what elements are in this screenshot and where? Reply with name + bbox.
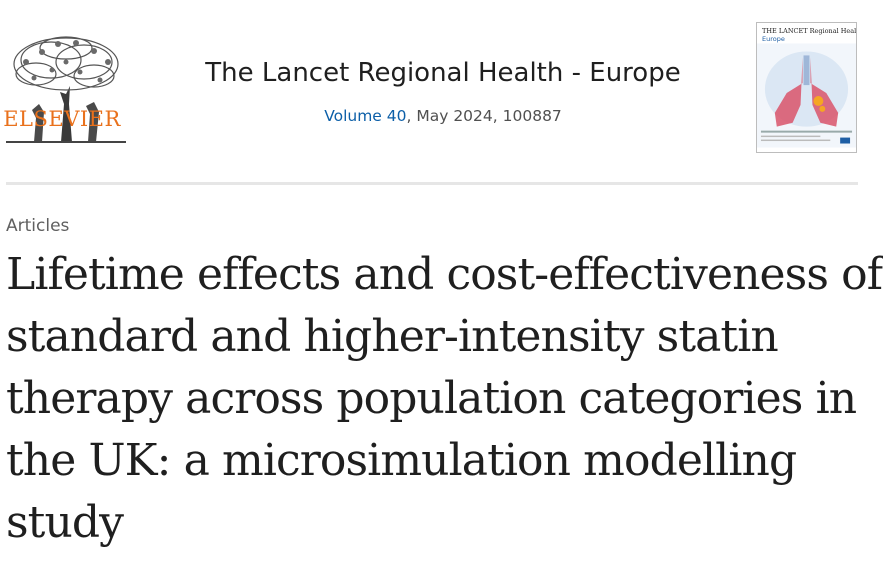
article-section-label: Articles — [6, 216, 70, 236]
journal-title-link[interactable]: The Lancet Regional Health - Europe — [205, 58, 681, 88]
elsevier-tree-logo-icon — [6, 36, 126, 143]
journal-cover-link[interactable]: THE LANCET Regional Health Europe — [756, 22, 857, 153]
journal-header: ELSEVIER The Lancet Regional Health - Eu… — [0, 0, 883, 184]
issue-date-article-number: , May 2024, 100887 — [406, 107, 562, 125]
publisher-wordmark: ELSEVIER — [3, 107, 121, 131]
elsevier-logo-link[interactable]: ELSEVIER — [0, 0, 130, 160]
article-title: Lifetime effects and cost-effectiveness … — [6, 249, 883, 548]
cover-title: THE LANCET Regional Health — [762, 27, 857, 35]
lungs-illustration-icon — [757, 43, 856, 148]
header-divider — [6, 182, 858, 185]
cover-subtitle: Europe — [762, 35, 785, 43]
volume-link[interactable]: Volume 40 — [324, 107, 407, 125]
issue-info: Volume 40, May 2024, 100887 — [160, 107, 726, 125]
